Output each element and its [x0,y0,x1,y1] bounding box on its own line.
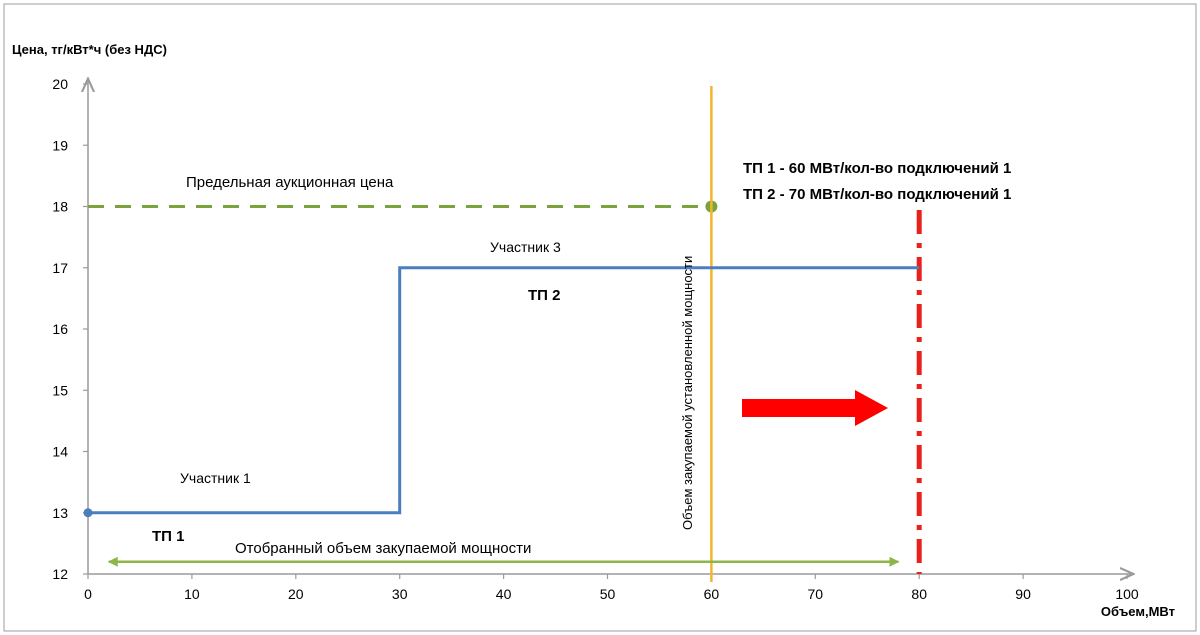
figure-border [3,3,1197,632]
y-tick-label: 13 [52,505,68,521]
span-label: Отобранный объем закупаемой мощности [235,540,531,557]
tp2-label: ТП 2 [528,287,560,304]
x-tick-label: 30 [392,586,408,602]
tp1-label: ТП 1 [152,528,184,545]
y-tick-label: 16 [52,321,68,337]
x-tick-label: 90 [1015,586,1031,602]
series-start-point [83,508,93,518]
x-tick-label: 80 [911,586,927,602]
x-tick-group: 0 10 20 30 40 50 60 70 80 90 100 [84,574,1139,602]
x-tick-label: 10 [184,586,200,602]
x-tick-label: 60 [704,586,720,602]
x-axis-label: Объем,МВт [1101,604,1175,619]
x-tick-label: 100 [1115,586,1139,602]
y-tick-label: 15 [52,382,68,398]
price-cap-label: Предельная аукционная цена [186,174,394,191]
info-line-1: ТП 1 - 60 МВт/кол-во подключений 1 [743,160,1011,177]
x-tick-label: 70 [808,586,824,602]
participant1-label: Участник 1 [180,470,251,486]
y-tick-label: 18 [52,199,68,215]
info-line-2: ТП 2 - 70 МВт/кол-во подключений 1 [743,186,1011,203]
x-tick-label: 0 [84,586,92,602]
x-tick-label: 40 [496,586,512,602]
y-tick-group: 12 13 14 15 16 17 18 19 20 [52,76,88,582]
direction-arrow [742,390,888,426]
purchased-volume-label: Объем закупаемой установленной мощности [680,256,695,530]
y-tick-label: 12 [52,566,68,582]
y-tick-label: 14 [52,444,68,460]
x-tick-label: 50 [600,586,616,602]
participant3-label: Участник 3 [490,239,561,255]
series-line [88,266,920,515]
y-tick-label: 20 [52,76,68,92]
y-tick-label: 17 [52,260,68,276]
x-tick-label: 20 [288,586,304,602]
y-tick-label: 19 [52,137,68,153]
y-axis-label: Цена, тг/кВт*ч (без НДС) [12,42,167,57]
